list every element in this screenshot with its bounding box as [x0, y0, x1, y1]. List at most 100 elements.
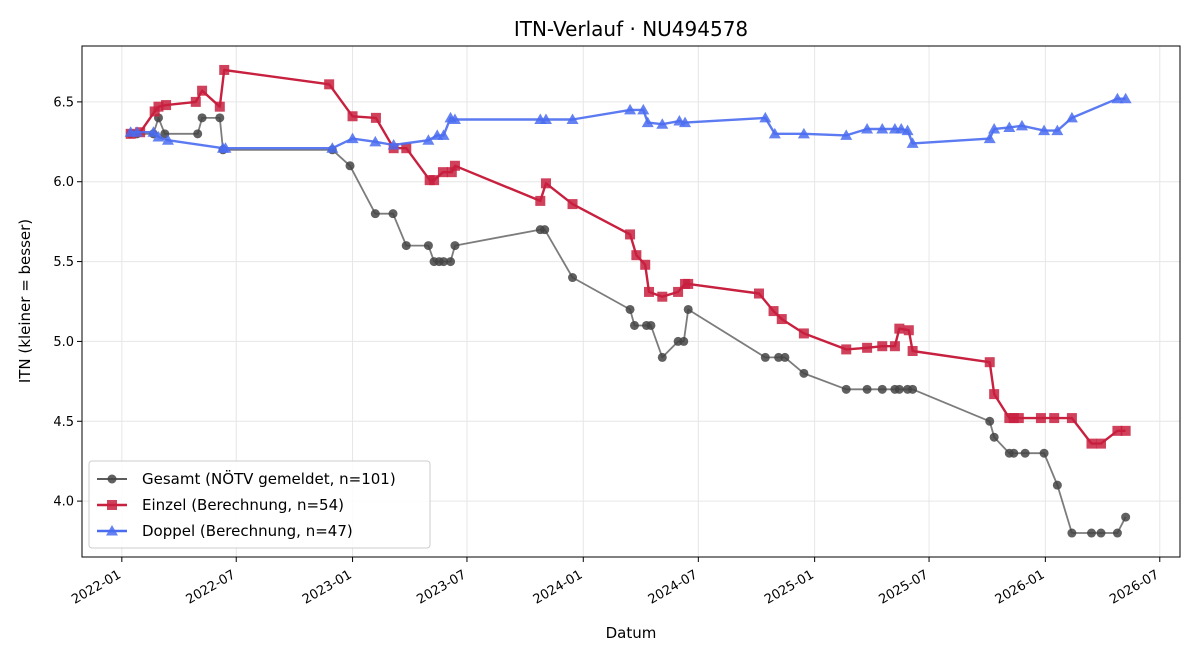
data-point [877, 341, 888, 352]
data-point [797, 127, 810, 139]
y-axis-label: ITN (kleiner = besser) [16, 219, 34, 383]
data-point [1120, 425, 1131, 436]
data-point [347, 111, 358, 122]
data-point [907, 346, 918, 357]
data-point [679, 336, 689, 346]
data-point [539, 113, 552, 124]
data-point [780, 352, 790, 362]
data-point [219, 64, 230, 75]
data-point [862, 384, 872, 394]
data-point [754, 288, 765, 299]
data-point [776, 314, 787, 325]
series-circle [126, 113, 1131, 538]
data-point [1049, 413, 1060, 424]
data-point [629, 320, 639, 330]
data-point [1052, 480, 1062, 490]
data-point [1051, 124, 1064, 136]
data-point [346, 132, 359, 144]
data-point [446, 167, 457, 178]
data-point [759, 111, 772, 123]
data-point [130, 126, 143, 137]
data-point [760, 352, 770, 362]
legend: Gesamt (NÖTV gemeldet, n=101) Einzel (Ber… [88, 460, 431, 549]
data-point [683, 278, 694, 289]
data-point [437, 129, 450, 140]
data-point [566, 113, 579, 124]
data-point [988, 123, 1001, 134]
data-point [889, 341, 900, 352]
data-point [387, 139, 400, 150]
data-point [631, 250, 642, 261]
data-point [679, 116, 692, 128]
data-point [324, 79, 335, 90]
data-point [1038, 124, 1051, 136]
data-point [193, 129, 203, 139]
legend-label: Gesamt (NÖTV gemeldet, n=101) [142, 469, 396, 488]
data-point [683, 304, 693, 314]
data-point [370, 209, 380, 219]
y-axis: 4.0 4.5 5.0 5.5 6.0 6.5 [53, 95, 82, 510]
data-point [646, 320, 656, 330]
data-point [656, 118, 669, 129]
legend-marker [107, 474, 117, 484]
data-point [369, 135, 382, 147]
data-point [345, 161, 355, 171]
y-tick-label: 6.5 [53, 95, 74, 110]
legend-label: Doppel (Berechnung, n=47) [142, 522, 353, 540]
data-point [567, 199, 578, 210]
data-point [657, 291, 668, 302]
y-tick-label: 4.5 [53, 415, 74, 430]
data-point [625, 229, 636, 240]
data-point [624, 103, 637, 115]
data-point [446, 257, 456, 267]
data-point [161, 100, 172, 111]
data-point [644, 286, 655, 297]
data-point [862, 342, 873, 353]
data-point [197, 85, 208, 96]
legend-label: Einzel (Berechnung, n=54) [142, 496, 344, 514]
data-point [985, 416, 995, 426]
data-point [429, 175, 440, 186]
data-point [422, 134, 435, 145]
data-point [901, 124, 914, 136]
data-point [841, 384, 851, 394]
data-point [437, 167, 448, 178]
data-point [1039, 448, 1049, 458]
data-point [1066, 413, 1077, 424]
data-point [640, 259, 651, 270]
data-point [1003, 121, 1016, 132]
data-point [153, 101, 164, 112]
data-point [637, 103, 650, 115]
data-point [214, 101, 225, 112]
data-point [152, 131, 165, 142]
data-point [841, 344, 852, 355]
data-point [641, 116, 654, 128]
data-point [147, 126, 160, 137]
data-point [423, 241, 433, 251]
data-point [568, 273, 578, 283]
data-point [1087, 528, 1097, 538]
chart-title: ITN-Verlauf · NU494578 [514, 17, 748, 41]
legend-marker [106, 525, 118, 536]
data-point [540, 225, 550, 235]
data-point [450, 241, 460, 251]
data-point [1086, 438, 1097, 449]
data-point [1020, 448, 1030, 458]
data-point [1111, 92, 1124, 104]
series-triangle [124, 92, 1132, 153]
data-point [401, 143, 412, 154]
data-point [903, 325, 914, 336]
data-point [1067, 528, 1077, 538]
data-point [983, 132, 996, 144]
y-tick-label: 5.5 [53, 255, 74, 270]
data-point [535, 195, 546, 206]
data-point [448, 113, 461, 124]
data-point [1121, 512, 1131, 522]
data-point [1013, 413, 1024, 424]
data-point [219, 142, 232, 153]
data-point [876, 123, 889, 134]
legend-box [88, 460, 431, 549]
data-point [1112, 425, 1123, 436]
